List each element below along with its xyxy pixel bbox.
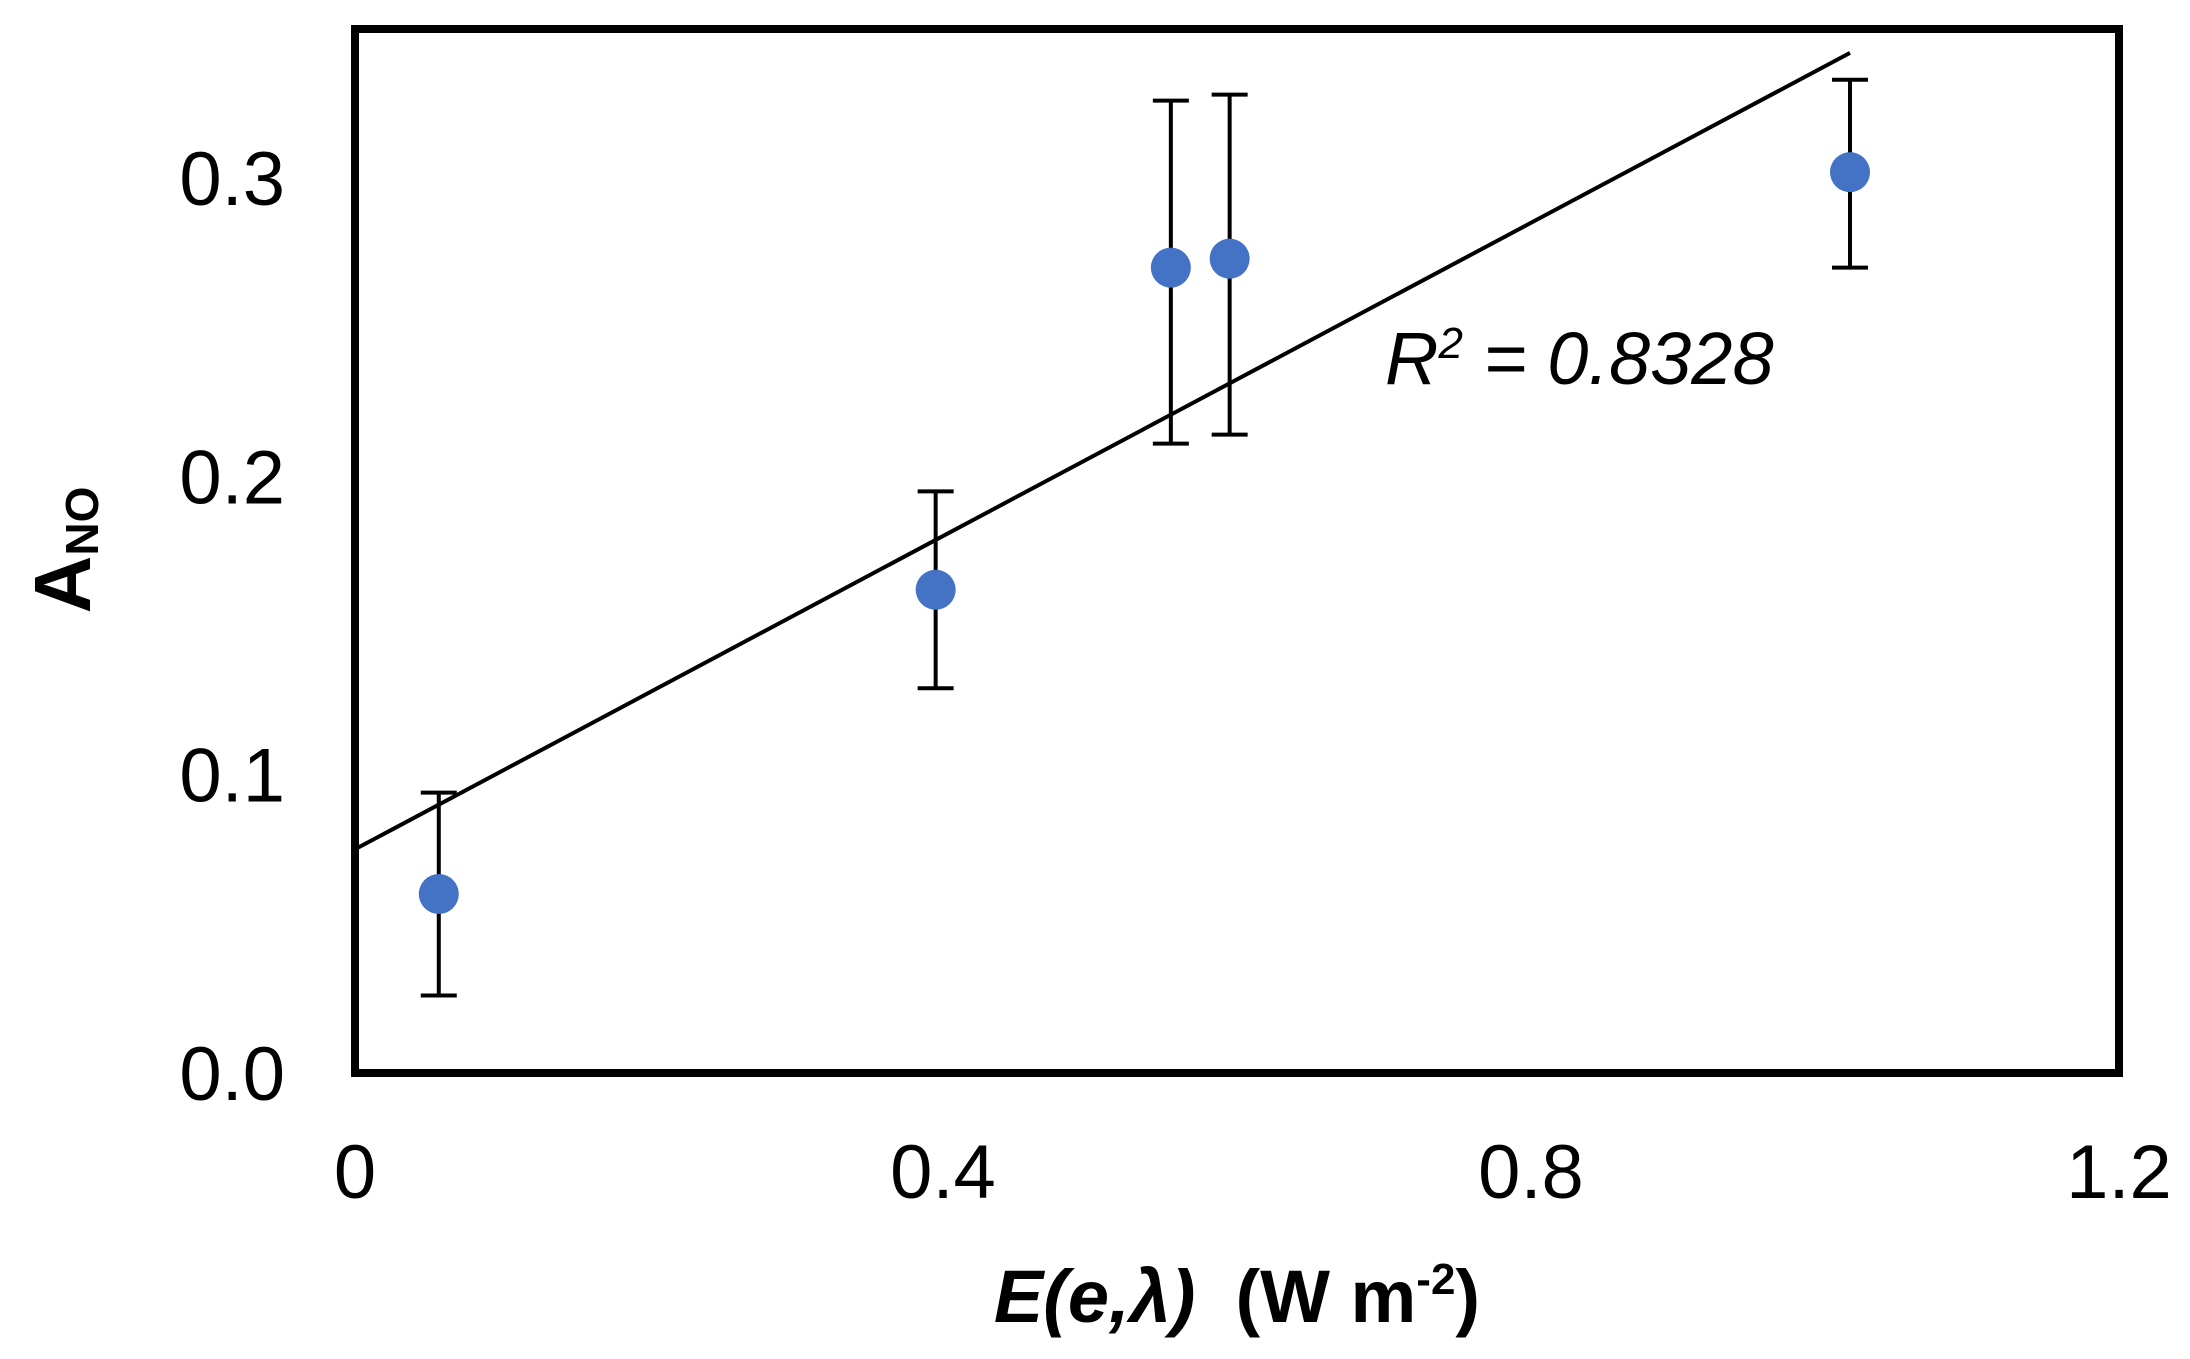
x-tick-labels: 0 0.4 0.8 1.2	[334, 1130, 2172, 1215]
data-points	[418, 152, 1870, 915]
y-tick-label: 0.1	[179, 734, 285, 819]
data-point	[1209, 238, 1250, 279]
data-point	[418, 874, 459, 915]
y-axis-title-sub: NO	[56, 487, 108, 556]
x-tick-label: 1.2	[2066, 1130, 2172, 1215]
x-axis-title-close: )	[1455, 1255, 1480, 1338]
x-axis-title-units: (W m	[1235, 1255, 1416, 1338]
y-tick-labels: 0.0 0.1 0.2 0.3	[179, 137, 285, 1117]
r-squared-sup: 2	[1437, 319, 1462, 368]
x-axis-title: E(e,λ) (W m-2)	[994, 1255, 1480, 1338]
r-squared-value: = 0.8328	[1463, 317, 1774, 400]
y-axis-title-main: A	[18, 556, 107, 614]
x-axis-title-main: E(e,λ)	[994, 1255, 1196, 1338]
r-squared-annotation: R2 = 0.8328	[1385, 317, 1774, 400]
trendline	[354, 51, 1851, 852]
data-point	[915, 569, 956, 610]
plot-frame	[351, 25, 2123, 1077]
y-axis-title: ANO	[18, 487, 108, 614]
trendline-group	[354, 51, 1851, 852]
y-tick-label: 0.0	[179, 1032, 285, 1117]
y-tick-label: 0.2	[179, 435, 285, 520]
r-squared-prefix: R	[1385, 317, 1438, 400]
error-bars	[420, 77, 1868, 998]
data-point	[1829, 152, 1870, 193]
x-tick-label: 0	[334, 1130, 376, 1215]
x-axis-title-sup: -2	[1416, 1255, 1455, 1304]
x-tick-label: 0.4	[890, 1130, 996, 1215]
x-tick-label: 0.8	[1478, 1130, 1584, 1215]
data-point	[1150, 247, 1191, 288]
y-tick-label: 0.3	[179, 137, 285, 222]
